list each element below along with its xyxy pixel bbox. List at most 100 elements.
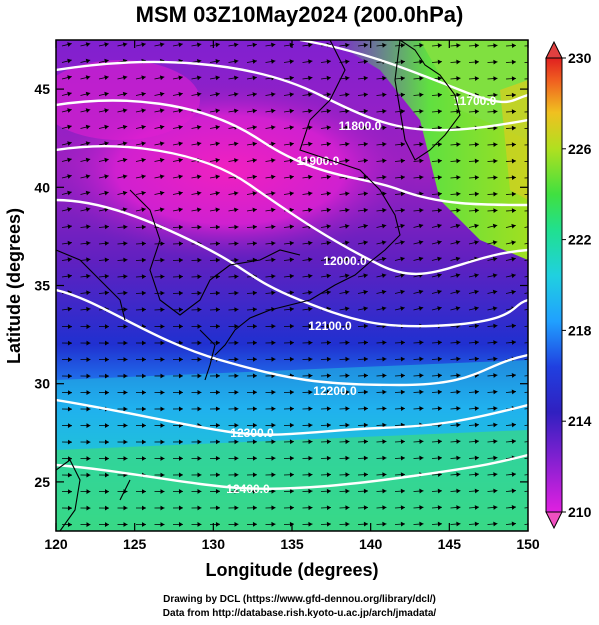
wind-arrow-head <box>344 290 350 295</box>
wind-arrow-head <box>308 75 313 81</box>
wind-arrow-head <box>252 439 257 445</box>
wind-arrow-head <box>456 488 461 494</box>
wind-arrow-head <box>345 42 350 48</box>
wind-arrow-head <box>67 257 72 263</box>
wind-arrow-head <box>437 76 442 81</box>
wind-arrow-head <box>511 158 516 164</box>
wind-arrow-head <box>159 190 165 196</box>
wind-arrow-head <box>289 224 294 230</box>
wind-arrow-head <box>456 76 461 81</box>
wind-arrow-head <box>85 108 91 113</box>
wind-arrow-head <box>233 141 239 147</box>
wind-arrow-head <box>141 522 146 527</box>
wind-arrow-head <box>363 373 368 379</box>
wind-arrow-head <box>178 373 183 379</box>
wind-arrow-head <box>493 488 498 494</box>
wind-arrow-head <box>234 323 239 329</box>
wind-arrow-head <box>400 174 405 180</box>
wind-arrow-head <box>289 505 294 511</box>
wind-arrow-head <box>437 505 442 510</box>
wind-arrow-head <box>530 373 534 378</box>
wind-arrow-head <box>511 340 516 345</box>
wind-arrow-head <box>455 256 461 262</box>
wind-arrow-head <box>381 223 387 229</box>
wind-arrow-head <box>308 191 313 197</box>
wind-arrow-head <box>86 489 91 494</box>
wind-arrow-head <box>160 257 165 263</box>
wind-arrow-head <box>419 521 424 527</box>
wind-arrow-head <box>493 406 498 411</box>
height-contour-line <box>56 398 528 436</box>
y-axis: 25 30 35 40 45 <box>34 81 528 490</box>
wind-arrow-head <box>178 257 183 263</box>
wind-arrow-head <box>215 389 220 395</box>
wind-arrow-head <box>363 125 368 131</box>
wind-arrow-head <box>326 290 331 295</box>
wind-arrow-head <box>85 124 91 130</box>
wind-arrow-head <box>474 505 479 510</box>
wind-arrow-head <box>271 224 276 230</box>
wind-arrow-head <box>233 92 239 97</box>
wind-arrow-head <box>289 406 294 412</box>
wind-arrow-head <box>326 406 331 412</box>
wind-arrow-head <box>104 75 109 80</box>
wind-arrow-head <box>196 141 202 147</box>
wind-arrow-head <box>326 207 331 213</box>
wind-arrow-head <box>271 439 276 445</box>
wind-arrow-head <box>382 158 387 164</box>
wind-arrow-head <box>326 75 331 81</box>
wind-arrow-head <box>419 455 424 461</box>
wind-arrow-head <box>252 207 257 213</box>
x-tick-label: 130 <box>202 536 226 552</box>
wind-arrow-head <box>418 289 424 295</box>
wind-arrow-head <box>418 223 424 229</box>
wind-arrow-head <box>530 208 534 213</box>
wind-arrow-head <box>252 455 257 461</box>
wind-arrow-head <box>215 207 220 213</box>
wind-arrow-head <box>308 306 313 312</box>
wind-arrow-head <box>234 307 239 312</box>
wind-arrow-head <box>289 389 294 395</box>
wind-arrow-head <box>363 289 368 295</box>
wind-arrow-head <box>141 241 146 246</box>
wind-arrow-head <box>197 406 202 412</box>
wind-arrow-head <box>308 488 313 494</box>
wind-arrow-head <box>123 439 128 445</box>
wind-arrow-head <box>474 223 479 229</box>
height-contour-label: 11700.0 <box>454 94 497 108</box>
wind-arrow-head <box>511 273 516 279</box>
wind-arrow-head <box>381 240 387 245</box>
wind-arrow-head <box>456 455 461 461</box>
wind-arrow-head <box>196 124 202 130</box>
wind-arrow-head <box>308 521 313 527</box>
wind-arrow-head <box>104 224 109 230</box>
wind-arrow-head <box>86 373 91 379</box>
x-tick-label: 135 <box>280 536 304 552</box>
wind-arrow-head <box>419 406 424 411</box>
wind-arrow-head <box>381 306 387 311</box>
wind-arrow-head <box>530 175 534 180</box>
wind-arrow-head <box>289 273 294 279</box>
wind-arrow-head <box>160 489 165 494</box>
wind-arrow-head <box>234 488 239 494</box>
wind-arrow-head <box>345 356 350 362</box>
wind-arrow-head <box>215 521 220 527</box>
wind-arrow-head <box>474 109 479 114</box>
wind-arrow-head <box>493 472 498 477</box>
wind-arrow-head <box>345 389 350 395</box>
wind-arrow-head <box>326 373 331 379</box>
wind-arrow-head <box>456 175 461 180</box>
wind-arrow-shaft <box>524 226 528 228</box>
wind-arrow-head <box>437 389 442 395</box>
wind-arrow-head <box>363 108 368 114</box>
wind-arrow-head <box>345 455 350 461</box>
wind-arrow-head <box>530 390 534 395</box>
wind-arrow-shaft <box>524 210 528 212</box>
wind-arrow-head <box>456 356 461 362</box>
wind-arrow-head <box>345 439 350 445</box>
wind-arrow-head <box>196 42 202 48</box>
wind-arrow-shaft <box>524 507 528 509</box>
wind-arrow-head <box>86 290 91 296</box>
wind-arrow-head <box>104 274 109 279</box>
